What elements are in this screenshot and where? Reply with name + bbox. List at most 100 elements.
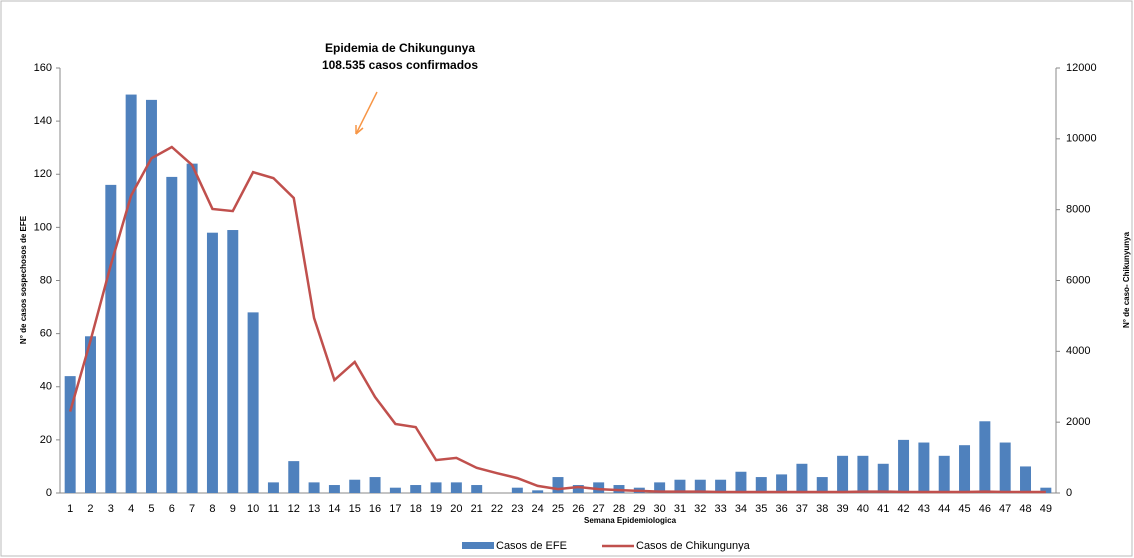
bar (674, 479, 686, 493)
bar (776, 474, 788, 493)
bar (837, 455, 849, 493)
bar (450, 482, 462, 493)
chart-title: Epidemia de Chikungunya (325, 41, 475, 55)
x-tick-label: 14 (328, 503, 340, 515)
x-tick-label: 23 (511, 503, 523, 515)
bar (389, 487, 401, 493)
y2-tick-label: 4000 (1066, 345, 1090, 357)
bar (898, 439, 910, 493)
x-tick-label: 7 (189, 503, 195, 515)
bar (959, 445, 971, 493)
x-tick-label: 3 (108, 503, 114, 515)
bar (125, 94, 137, 493)
bar (796, 463, 808, 493)
x-tick-label: 28 (613, 503, 625, 515)
x-tick-label: 45 (958, 503, 970, 515)
y2-tick-label: 2000 (1066, 416, 1090, 428)
x-tick-label: 32 (694, 503, 706, 515)
x-tick-label: 24 (532, 503, 544, 515)
y-tick-label: 60 (40, 328, 52, 340)
bar (247, 312, 259, 493)
x-tick-label: 27 (593, 503, 605, 515)
x-tick-label: 35 (755, 503, 767, 515)
x-tick-label: 34 (735, 503, 747, 515)
bar (857, 455, 869, 493)
annotation-arrow (355, 91, 378, 135)
bar (877, 463, 889, 493)
x-tick-label: 18 (410, 503, 422, 515)
bar (369, 477, 381, 493)
bar (186, 163, 198, 493)
x-tick-label: 8 (209, 503, 215, 515)
y2-tick-label: 8000 (1066, 204, 1090, 216)
y-tick-label: 80 (40, 274, 52, 286)
y-axis-title: N° de casos sospechosos de EFE (19, 215, 28, 344)
bar (288, 461, 300, 493)
x-tick-label: 21 (471, 503, 483, 515)
y-tick-label: 20 (40, 434, 52, 446)
x-tick-label: 25 (552, 503, 564, 515)
x-tick-label: 1 (67, 503, 73, 515)
legend-label: Casos de Chikungunya (636, 540, 751, 552)
bar (532, 490, 544, 493)
bar (227, 230, 239, 493)
y2-tick-label: 6000 (1066, 274, 1090, 286)
y-tick-label: 120 (34, 168, 52, 180)
bar (1040, 487, 1052, 493)
bar (755, 477, 767, 493)
y-tick-label: 100 (34, 221, 52, 233)
bar (430, 482, 442, 493)
x-tick-label: 43 (918, 503, 930, 515)
chart-subtitle: 108.535 casos confirmados (322, 58, 478, 72)
x-tick-label: 26 (572, 503, 584, 515)
bar (593, 482, 605, 493)
bar (694, 479, 706, 493)
bar (735, 471, 747, 493)
bar (166, 176, 178, 493)
x-tick-label: 44 (938, 503, 950, 515)
bar (572, 485, 584, 493)
bar (349, 479, 361, 493)
x-tick-label: 5 (148, 503, 154, 515)
x-tick-label: 20 (450, 503, 462, 515)
bar (938, 455, 950, 493)
x-tick-label: 19 (430, 503, 442, 515)
bar (918, 442, 930, 493)
x-tick-label: 49 (1040, 503, 1052, 515)
bar (308, 482, 320, 493)
bar (85, 336, 96, 493)
bar (328, 485, 340, 493)
y-tick-label: 0 (46, 487, 52, 499)
line (68, 145, 1046, 494)
y-tick-label: 40 (40, 381, 52, 393)
bar (206, 232, 218, 493)
x-tick-label: 22 (491, 503, 503, 515)
x-tick-label: 15 (349, 503, 361, 515)
x-tick-label: 40 (857, 503, 869, 515)
bar (64, 376, 76, 493)
x-tick-label: 37 (796, 503, 808, 515)
x-tick-label: 29 (633, 503, 645, 515)
x-tick-label: 46 (979, 503, 991, 515)
y2-tick-label: 10000 (1066, 133, 1097, 145)
bar (145, 99, 157, 493)
x-tick-label: 36 (775, 503, 787, 515)
bar (715, 479, 727, 493)
bar (552, 477, 564, 493)
bar (1020, 466, 1031, 493)
x-tick-label: 38 (816, 503, 828, 515)
x-tick-label: 6 (169, 503, 175, 515)
bar (511, 487, 523, 493)
bar (410, 485, 422, 493)
x-tick-label: 13 (308, 503, 320, 515)
x-tick-label: 16 (369, 503, 381, 515)
bar (999, 442, 1011, 493)
legend-swatch (462, 542, 494, 549)
x-tick-label: 10 (247, 503, 259, 515)
bar (654, 482, 666, 493)
x-tick-label: 41 (877, 503, 889, 515)
bar (979, 421, 991, 493)
x-tick-label: 30 (654, 503, 666, 515)
x-tick-label: 12 (288, 503, 300, 515)
